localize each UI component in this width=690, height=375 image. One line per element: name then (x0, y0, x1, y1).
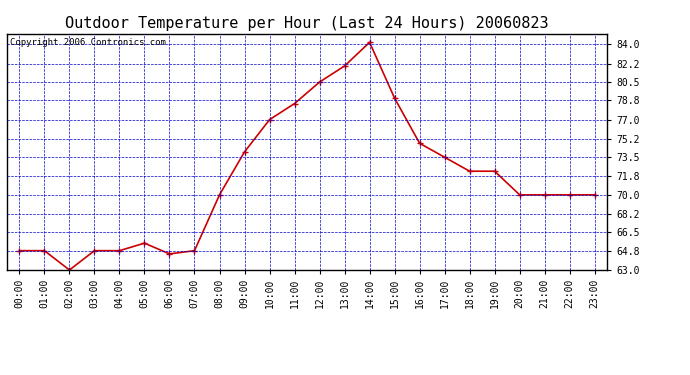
Title: Outdoor Temperature per Hour (Last 24 Hours) 20060823: Outdoor Temperature per Hour (Last 24 Ho… (66, 16, 549, 31)
Text: Copyright 2006 Contronics.com: Copyright 2006 Contronics.com (10, 39, 166, 48)
